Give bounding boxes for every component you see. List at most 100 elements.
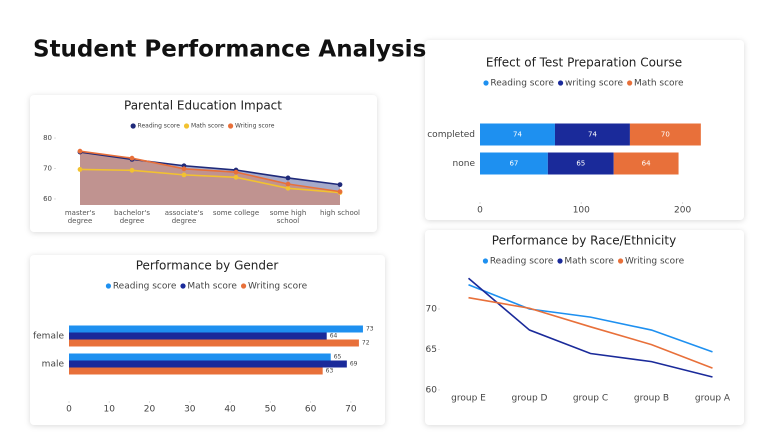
area-fill xyxy=(80,151,340,205)
bar xyxy=(554,123,630,146)
chart-title: Performance by Race/Ethnicity xyxy=(492,234,676,248)
line xyxy=(79,168,341,194)
legend-label: Reading score xyxy=(113,282,177,292)
point xyxy=(285,175,291,181)
bar xyxy=(69,332,327,340)
legend-label: writing score xyxy=(565,79,624,89)
x-tick-label: 20 xyxy=(144,405,156,415)
point xyxy=(77,148,83,154)
bar xyxy=(69,353,331,361)
chart-title: Parental Education Impact xyxy=(124,99,282,113)
x-tick-label: associate's degree xyxy=(164,209,204,225)
x-tick-label: group C xyxy=(573,394,608,404)
bar xyxy=(69,367,323,375)
y-tick-label: 60 xyxy=(426,385,438,395)
value-label: 74 xyxy=(513,131,522,139)
legend-marker xyxy=(180,283,186,289)
legend-marker xyxy=(627,80,633,86)
point xyxy=(129,155,135,161)
bar xyxy=(629,123,701,146)
y-tick-label: 65 xyxy=(426,345,437,355)
line xyxy=(468,284,713,353)
bar xyxy=(613,152,679,175)
point xyxy=(285,181,291,187)
x-tick-label: high school xyxy=(320,209,360,217)
point xyxy=(181,166,187,172)
value-label: 65 xyxy=(334,354,342,361)
legend-marker xyxy=(183,123,190,129)
bar xyxy=(69,360,347,368)
x-tick-label: group D xyxy=(512,394,548,404)
y-tick-label: female xyxy=(33,332,64,342)
legend-label: Math score xyxy=(564,257,614,267)
y-tick-label: 70 xyxy=(426,305,438,315)
y-tick-label: 80 xyxy=(43,134,52,142)
legend-marker xyxy=(130,123,136,129)
line xyxy=(79,151,341,186)
value-label: 63 xyxy=(326,368,334,375)
value-label: 64 xyxy=(642,160,651,168)
x-tick-label-box: some college xyxy=(213,209,259,217)
bar xyxy=(480,123,555,146)
value-label: 73 xyxy=(366,326,374,333)
legend-label: Reading score xyxy=(490,79,554,89)
value-label: 70 xyxy=(661,131,670,139)
line xyxy=(468,296,713,369)
line xyxy=(79,150,341,193)
page-title: Student Performance Analysis xyxy=(33,37,426,63)
x-tick-label: 200 xyxy=(674,206,691,216)
point xyxy=(337,189,343,195)
x-tick-label-box: bachelor's degree xyxy=(113,209,150,225)
point xyxy=(77,167,83,172)
value-label: 69 xyxy=(350,361,358,368)
value-label: 72 xyxy=(362,340,370,347)
bar xyxy=(69,339,359,347)
y-tick-label: 70 xyxy=(43,165,52,173)
x-tick-label: bachelor's degree xyxy=(113,209,150,225)
x-tick-label-box: some high school xyxy=(269,209,307,225)
y-tick-label: male xyxy=(42,360,65,370)
x-tick-label: 10 xyxy=(104,405,116,415)
point xyxy=(337,182,343,188)
chart-title: Performance by Gender xyxy=(136,259,279,273)
x-tick-label: master's degree xyxy=(64,209,96,225)
legend-label: Writing score xyxy=(625,257,685,267)
x-tick-label: some high school xyxy=(269,209,307,225)
legend-marker xyxy=(617,258,624,264)
x-tick-label-box: master's degree xyxy=(64,209,96,225)
card xyxy=(425,230,744,425)
bar xyxy=(480,152,548,175)
x-tick-label: 0 xyxy=(477,206,483,216)
x-tick-label: 70 xyxy=(345,405,357,415)
point xyxy=(181,172,187,178)
card xyxy=(30,95,377,232)
legend-marker xyxy=(227,123,234,129)
legend-label: Math score xyxy=(191,123,224,130)
area-fill xyxy=(80,152,340,205)
point xyxy=(129,167,135,173)
value-label: 67 xyxy=(509,160,518,168)
y-tick-label: 60 xyxy=(43,195,52,203)
legend-marker xyxy=(557,80,564,86)
bar xyxy=(547,152,614,175)
x-tick-label: 50 xyxy=(265,405,277,415)
x-tick-label: 60 xyxy=(305,405,317,415)
x-tick-label: 40 xyxy=(224,405,236,415)
y-tick-label: completed xyxy=(427,130,475,140)
x-tick-label-box: associate's degree xyxy=(164,209,204,225)
legend-marker xyxy=(240,283,247,289)
line xyxy=(467,277,713,378)
x-tick-label: group A xyxy=(695,394,731,404)
point xyxy=(233,174,239,180)
point xyxy=(233,169,239,175)
legend-marker xyxy=(557,258,563,264)
legend-label: Reading score xyxy=(138,123,181,130)
bar xyxy=(69,325,363,333)
legend-label: Writing score xyxy=(235,123,275,130)
legend-marker xyxy=(482,258,489,264)
value-label: 64 xyxy=(330,333,338,340)
legend-marker xyxy=(105,283,112,289)
x-tick-label-box: high school xyxy=(320,209,360,217)
